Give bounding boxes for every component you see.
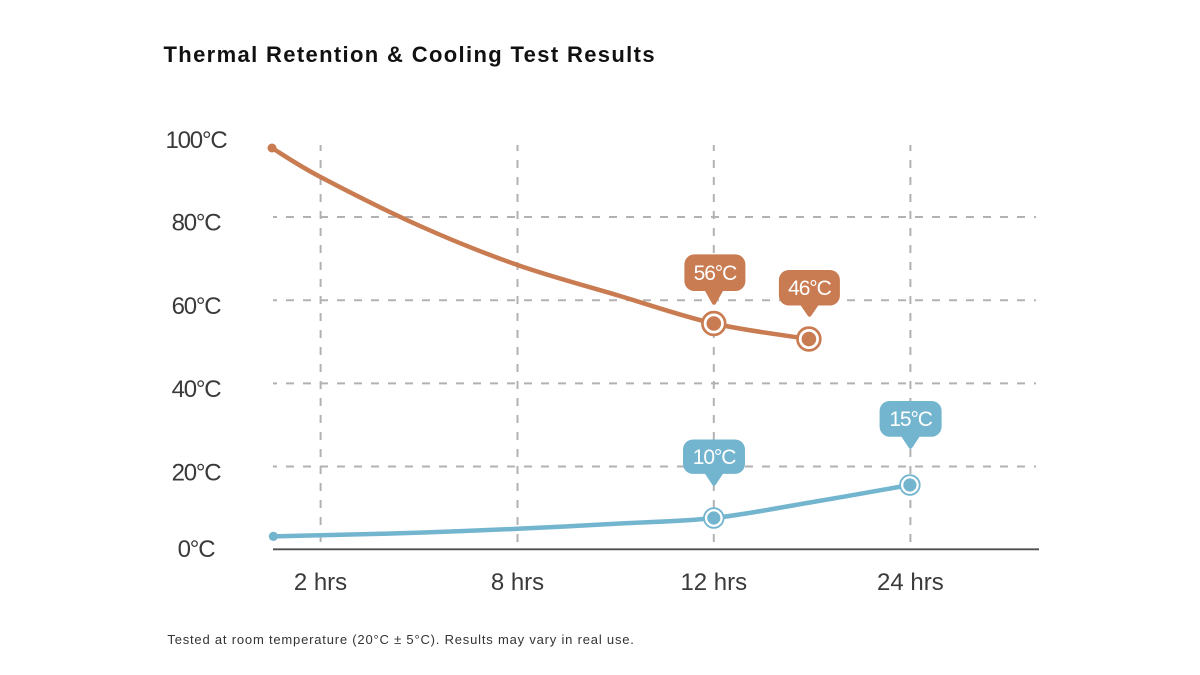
svg-text:Tested at room temperature (20: Tested at room temperature (20°C ± 5°C).…: [167, 632, 634, 647]
svg-text:60°C: 60°C: [172, 293, 222, 320]
svg-text:40°C: 40°C: [172, 376, 222, 403]
svg-text:0°C: 0°C: [178, 536, 216, 563]
svg-text:46°C: 46°C: [788, 277, 831, 300]
svg-text:24 hrs: 24 hrs: [877, 569, 944, 596]
svg-text:20°C: 20°C: [172, 459, 222, 486]
svg-text:15°C: 15°C: [889, 408, 932, 431]
svg-text:12 hrs: 12 hrs: [680, 569, 747, 596]
svg-text:Thermal Retention & Cooling Te: Thermal Retention & Cooling Test Results: [164, 42, 656, 67]
svg-text:8 hrs: 8 hrs: [491, 569, 544, 596]
svg-text:80°C: 80°C: [172, 210, 222, 237]
svg-text:100°C: 100°C: [166, 127, 228, 154]
svg-text:56°C: 56°C: [694, 262, 737, 285]
svg-text:2 hrs: 2 hrs: [294, 569, 347, 596]
svg-text:10°C: 10°C: [693, 446, 736, 469]
